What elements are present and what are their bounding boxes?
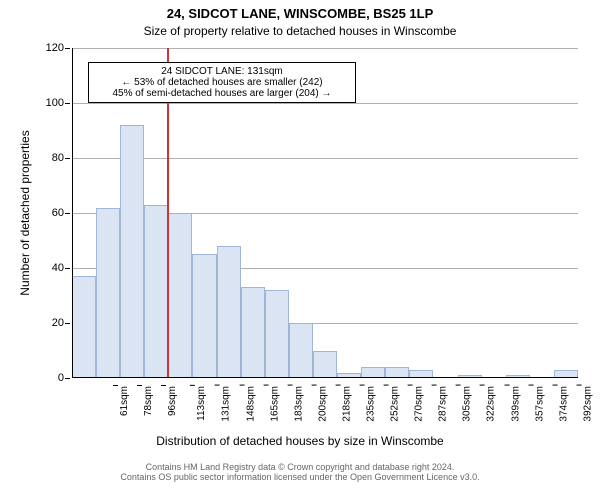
x-tick-label: 287sqm [438,386,449,422]
x-tick-label: 392sqm [582,386,593,422]
histogram-bar [120,125,144,378]
y-tick-label: 100 [34,97,64,109]
y-tick-label: 60 [34,207,64,219]
x-tick-label: 305sqm [462,386,473,422]
x-tick-label: 96sqm [167,386,178,416]
y-tick-label: 120 [34,42,64,54]
x-tick-label: 270sqm [414,386,425,422]
histogram-bar [265,290,289,378]
histogram-bar [241,287,265,378]
footer-line-1: Contains HM Land Registry data © Crown c… [0,462,600,472]
footer-line-2: Contains OS public sector information li… [0,472,600,482]
y-tick-label: 80 [34,152,64,164]
y-axis-label: Number of detached properties [18,48,32,378]
histogram-bar [289,323,313,378]
x-tick-label: 61sqm [119,386,130,416]
figure-container: 24, SIDCOT LANE, WINSCOMBE, BS25 1LP Siz… [0,0,600,500]
x-tick-label: 165sqm [269,386,280,422]
x-tick-label: 218sqm [341,386,352,422]
annotation-line: 45% of semi-detached houses are larger (… [92,88,352,99]
x-axis-label: Distribution of detached houses by size … [0,434,600,448]
x-tick-label: 235sqm [366,386,377,422]
x-tick-label: 339sqm [510,386,521,422]
histogram-bar [168,213,192,378]
x-tick-label: 148sqm [245,386,256,422]
y-tick-label: 20 [34,317,64,329]
x-tick-label: 322sqm [486,386,497,422]
x-axis-line [72,377,578,378]
x-tick-label: 200sqm [317,386,328,422]
histogram-bar [217,246,241,378]
x-tick-label: 183sqm [293,386,304,422]
y-axis-line [72,48,73,378]
annotation-line: ← 53% of detached houses are smaller (24… [92,77,352,88]
histogram-bar [192,254,216,378]
x-tick-label: 113sqm [196,386,207,421]
x-tick-label: 252sqm [390,386,401,422]
grid-line [72,158,578,159]
histogram-bar [72,276,96,378]
histogram-bar [144,205,168,378]
y-tick-label: 0 [34,372,64,384]
histogram-bar [96,208,120,379]
x-tick-label: 78sqm [143,386,154,416]
annotation-box: 24 SIDCOT LANE: 131sqm← 53% of detached … [88,62,356,103]
histogram-bar [313,351,337,379]
grid-line [72,103,578,104]
x-tick-label: 357sqm [534,386,545,422]
x-tick-label: 374sqm [558,386,569,422]
y-tick-label: 40 [34,262,64,274]
chart-subtitle: Size of property relative to detached ho… [0,24,600,38]
annotation-line: 24 SIDCOT LANE: 131sqm [92,66,352,77]
chart-title: 24, SIDCOT LANE, WINSCOMBE, BS25 1LP [0,6,600,21]
grid-line [72,48,578,49]
x-tick-label: 131sqm [221,386,232,422]
footer-attribution: Contains HM Land Registry data © Crown c… [0,462,600,482]
